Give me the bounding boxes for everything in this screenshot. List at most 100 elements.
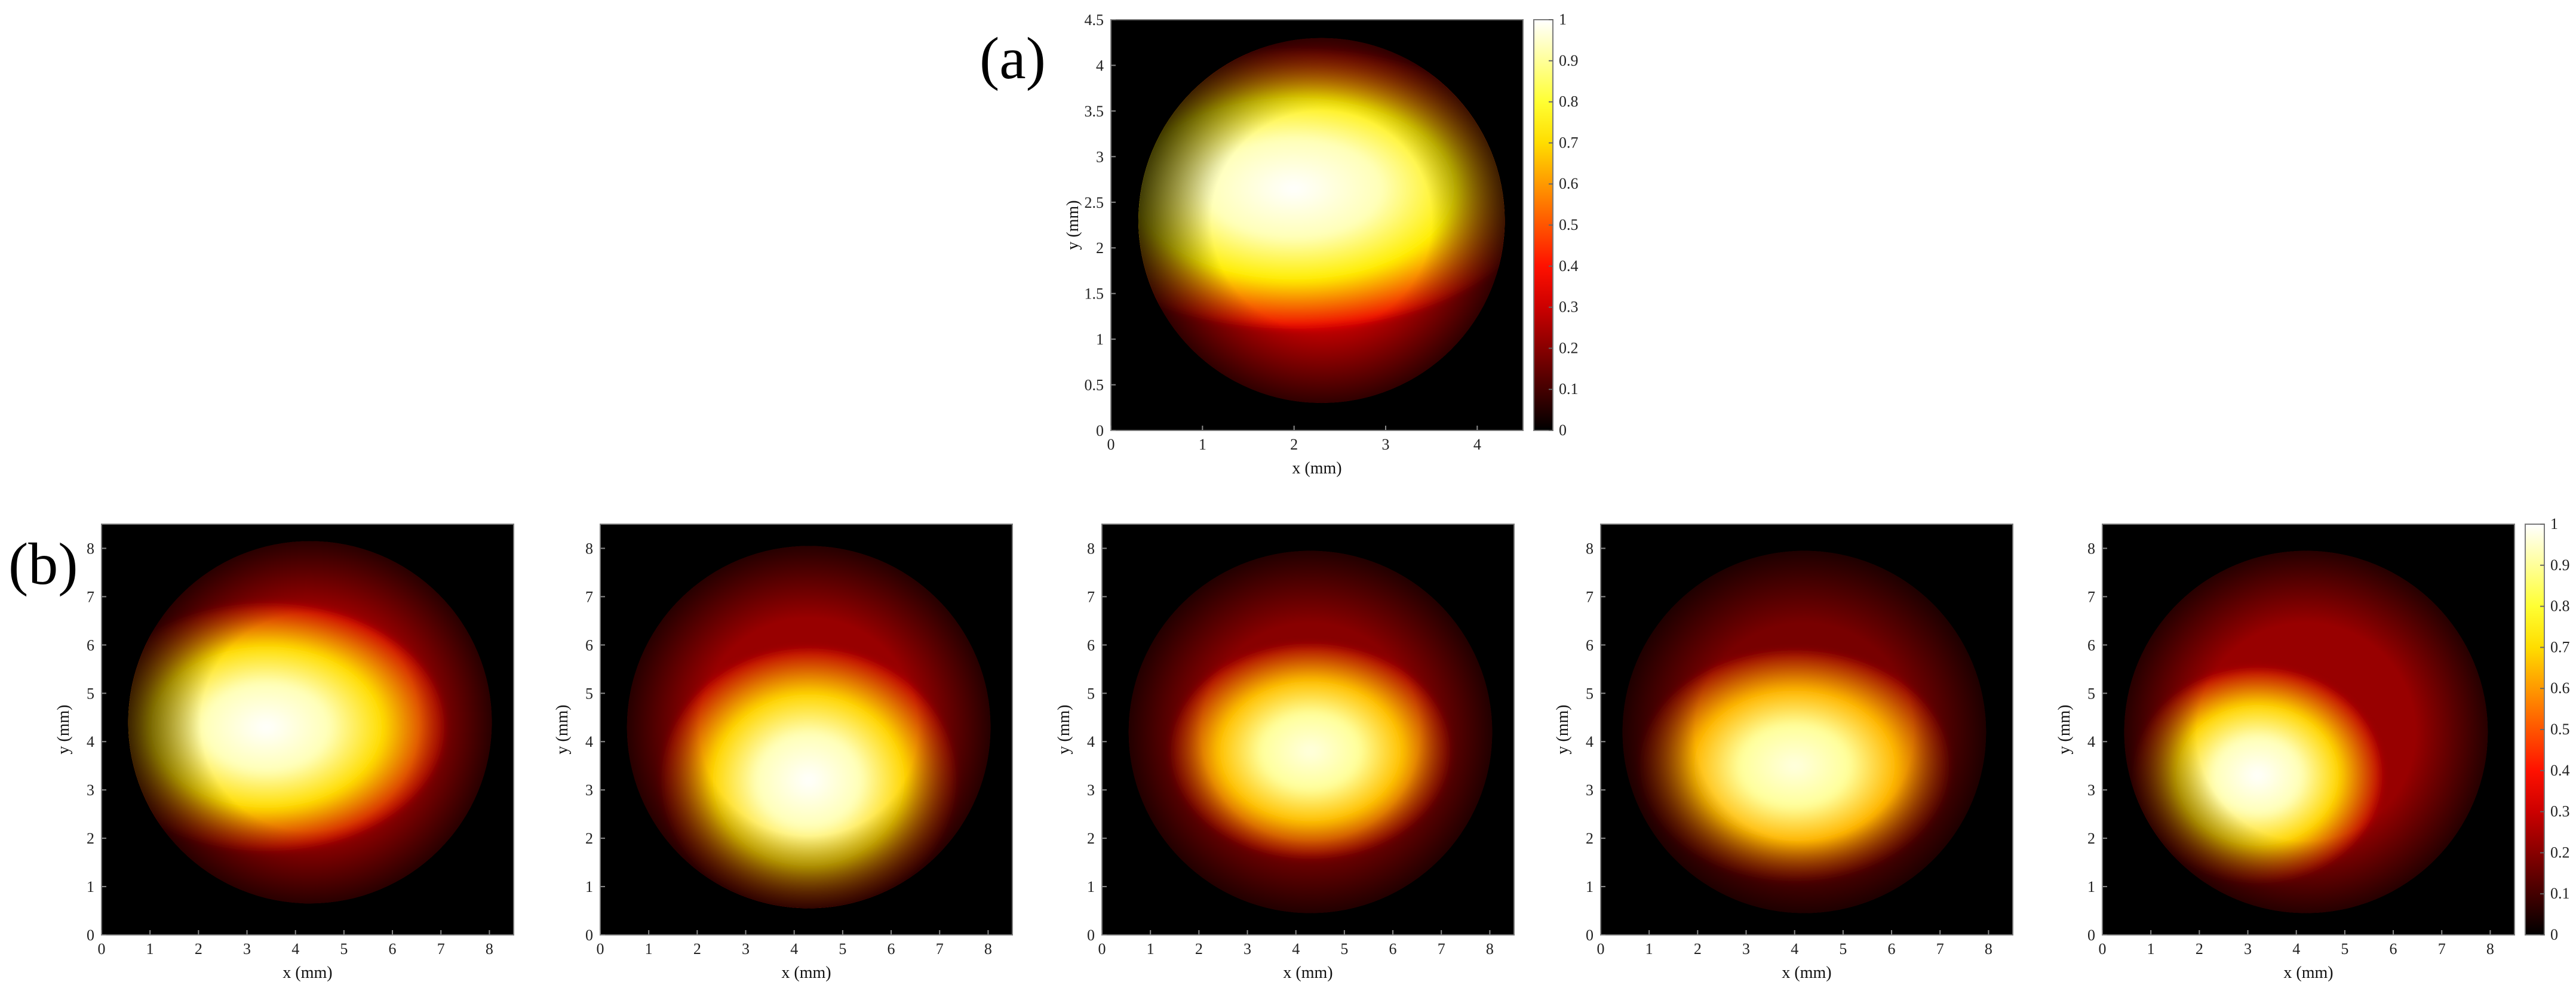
colorbar-tick-label: 0.2 [1559,339,1579,356]
heatmap-plot-a: 0 1 2 3 4 0 0.5 1 1.5 2 2.5 3 3.5 4 4.5 x (mm) y (mm) 0 0.… [1036,11,1645,487]
y-tick-label: 3 [1586,781,1594,799]
y-tick-label: 0 [1096,422,1104,439]
y-axis-label: y (mm) [2055,704,2074,754]
heatmap-plot-a-svg: 0 1 2 3 4 0 0.5 1 1.5 2 2.5 3 3.5 4 4.5 x (mm) y (mm) 0 0.… [1064,11,1579,478]
colorbar-tick-label: 0.7 [2550,638,2570,656]
y-tick-label: 1 [2087,878,2095,895]
x-tick-label: 2 [2196,940,2203,958]
x-tick-label: 7 [1936,940,1944,958]
x-tick-label: 8 [1486,940,1494,958]
aperture-vignette [1128,550,1493,913]
x-tick-label: 7 [936,940,944,958]
x-tick-label: 6 [1389,940,1397,958]
heatmap-plot-b3-svg: 0 1 2 3 4 5 6 7 8 0 1 2 3 4 5 6 7 8 x (mm) y (mm) [1055,524,1515,982]
x-tick-label: 2 [1694,940,1702,958]
y-tick-label: 0 [1087,927,1095,944]
x-tick-label: 4 [1473,436,1481,453]
y-tick-label: 3.5 [1085,103,1104,120]
x-tick-label: 4 [1292,940,1300,958]
y-tick-label: 4.5 [1085,11,1104,29]
y-tick-label: 4 [87,733,94,750]
x-tick-label: 1 [1199,436,1206,453]
colorbar-tick-label: 0.3 [2550,803,2570,820]
heatmap-plot-b5-svg: 0 1 2 3 4 5 6 7 8 0 1 2 3 4 5 6 7 8 x (mm) y (mm) 0 0.1 0.2 0.3… [2055,515,2570,982]
x-axis-label: x (mm) [781,964,831,982]
panel-label-a: (a) [980,25,1046,91]
y-tick-label: 3 [87,781,94,799]
x-tick-label: 0 [1107,436,1115,453]
x-tick-label: 1 [2147,940,2155,958]
colorbar-tick-label: 0.5 [2550,721,2570,738]
x-tick-label: 2 [1195,940,1203,958]
y-tick-label: 3 [1096,148,1104,165]
y-axis-label: y (mm) [1064,200,1082,250]
x-tick-label: 2 [195,940,202,958]
colorbar-tick-label: 0.2 [2550,844,2570,861]
colorbar-tick-label: 0 [2550,926,2558,943]
x-axis-label: x (mm) [283,964,332,982]
colorbar-tick-label: 0.5 [1559,216,1579,233]
x-tick-label: 2 [1290,436,1298,453]
colorbar-tick-label: 1 [2550,515,2558,533]
colorbar-tick-label: 0.7 [1559,134,1579,151]
y-tick-label: 0.5 [1085,377,1104,394]
y-tick-label: 6 [585,636,593,654]
colorbar-tick-label: 0.4 [2550,762,2570,779]
x-axis-label: x (mm) [2283,964,2333,982]
x-tick-label: 1 [146,940,154,958]
heatmap-plot-b2-svg: 0 1 2 3 4 5 6 7 8 0 1 2 3 4 5 6 7 8 x (mm) y (mm) [553,524,1013,982]
plot-frame [600,524,1013,935]
x-tick-label: 4 [291,940,299,958]
y-tick-label: 5 [2087,685,2095,702]
x-tick-label: 4 [2292,940,2300,958]
x-tick-label: 3 [2244,940,2252,958]
y-tick-label: 1 [1586,878,1594,895]
beam-profile [1138,38,1505,404]
y-tick-label: 7 [87,588,94,605]
colorbar-tick-label: 0.1 [1559,380,1579,398]
y-tick-label: 1 [585,878,593,895]
beam-profile [1128,550,1493,913]
y-tick-label: 0 [585,927,593,944]
aperture-vignette [2124,550,2488,913]
x-tick-label: 6 [2390,940,2397,958]
x-axis-label: x (mm) [1283,964,1332,982]
y-tick-label: 0 [2087,927,2095,944]
y-tick-label: 5 [1087,685,1095,702]
x-tick-label: 6 [389,940,397,958]
heatmap-plot-b4: 0 1 2 3 4 5 6 7 8 0 1 2 3 4 5 6 7 8 x (mm) y (mm) [1544,519,2022,991]
y-tick-label: 1 [1096,331,1104,348]
x-tick-label: 0 [2099,940,2107,958]
colorbar-tick-label: 0.3 [1559,298,1579,316]
y-tick-label: 3 [585,781,593,799]
y-tick-label: 3 [2087,781,2095,799]
y-axis-label: y (mm) [1055,704,1073,754]
x-tick-label: 4 [1791,940,1798,958]
y-tick-label: 8 [2087,540,2095,557]
heatmap-plot-b4-svg: 0 1 2 3 4 5 6 7 8 0 1 2 3 4 5 6 7 8 x (mm) y (mm) [1553,524,2013,982]
y-tick-label: 3 [1087,781,1095,799]
aperture-vignette [128,541,492,904]
x-tick-label: 4 [790,940,798,958]
y-tick-label: 4 [1096,57,1104,74]
y-tick-label: 2 [585,830,593,847]
beam-profile [1622,550,1987,913]
y-tick-label: 6 [87,636,94,654]
colorbar-tick-label: 0.9 [1559,52,1579,69]
y-tick-label: 1 [87,878,94,895]
aperture-vignette [1138,38,1505,404]
y-tick-label: 7 [585,588,593,605]
x-tick-label: 1 [645,940,653,958]
x-tick-label: 8 [984,940,992,958]
x-tick-label: 7 [437,940,445,958]
y-tick-label: 4 [585,733,593,750]
x-tick-label: 1 [1147,940,1155,958]
colorbar-tick-label: 0.6 [1559,175,1579,192]
x-tick-label: 7 [1438,940,1445,958]
y-tick-label: 6 [2087,636,2095,654]
x-tick-label: 3 [243,940,251,958]
y-tick-label: 4 [1087,733,1095,750]
colorbar-tick-label: 0.6 [2550,679,2570,697]
x-tick-label: 5 [839,940,846,958]
y-axis-label: y (mm) [553,704,572,754]
